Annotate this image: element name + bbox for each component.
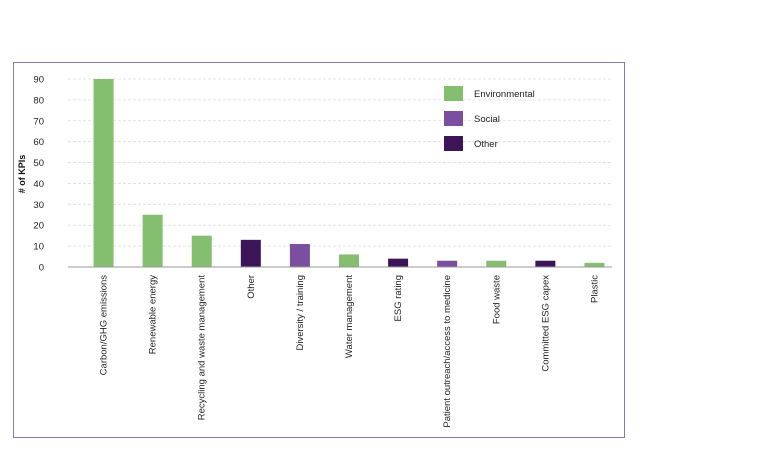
y-tick-label: 80 [33,95,44,106]
y-axis-label: # of KPIs [17,155,27,194]
chart-frame: 0 10 20 30 40 50 60 70 80 90 Carbon/GHG emissions… [13,62,625,438]
legend-swatch [444,136,463,151]
x-category-label: Carbon/GHG emissions [99,275,110,376]
x-category-label: Committed ESG capex [540,275,551,372]
bar [388,258,409,267]
x-category-label: Other [246,275,257,299]
y-tick-label: 20 [33,221,44,232]
bar [437,260,458,267]
bar [535,260,556,267]
x-category-label: Water management [344,275,355,358]
x-category-label: Renewable energy [148,275,159,354]
bar [142,214,163,267]
legend-label: Other [474,139,498,150]
bars [93,79,605,267]
y-tick-label: 90 [33,75,44,86]
x-category-label: ESG rating [393,275,404,321]
bar [93,79,114,267]
x-category-labels: Carbon/GHG emissions Renewable energy Recy… [99,275,601,428]
legend-swatch [444,111,463,126]
x-category-label: Recycling and waste management [197,275,208,421]
y-tick-label: 40 [33,179,44,190]
bar [339,254,359,267]
x-category-label: Diversity / training [295,275,306,351]
x-category-label: Patient outreach/access to medicine [442,275,453,428]
y-tick-labels: 0 10 20 30 40 50 60 70 80 90 [33,75,44,274]
legend: Environmental Social Other [444,86,535,151]
legend-swatch [444,86,463,101]
y-tick-label: 50 [33,158,44,169]
legend-label: Environmental [474,89,535,100]
kpi-bar-chart: 0 10 20 30 40 50 60 70 80 90 Carbon/GHG emissions… [17,75,612,428]
bar [584,262,605,267]
y-tick-label: 70 [33,116,44,127]
bar [486,260,507,267]
bar [289,244,310,267]
y-tick-label: 30 [33,200,44,211]
bar [240,239,261,267]
legend-label: Social [474,114,500,125]
y-tick-label: 0 [39,263,44,274]
x-category-label: Food waste [491,275,502,324]
y-tick-label: 60 [33,137,44,148]
x-category-label: Plastic [589,275,600,303]
y-tick-label: 10 [33,242,44,253]
bar [191,235,212,267]
